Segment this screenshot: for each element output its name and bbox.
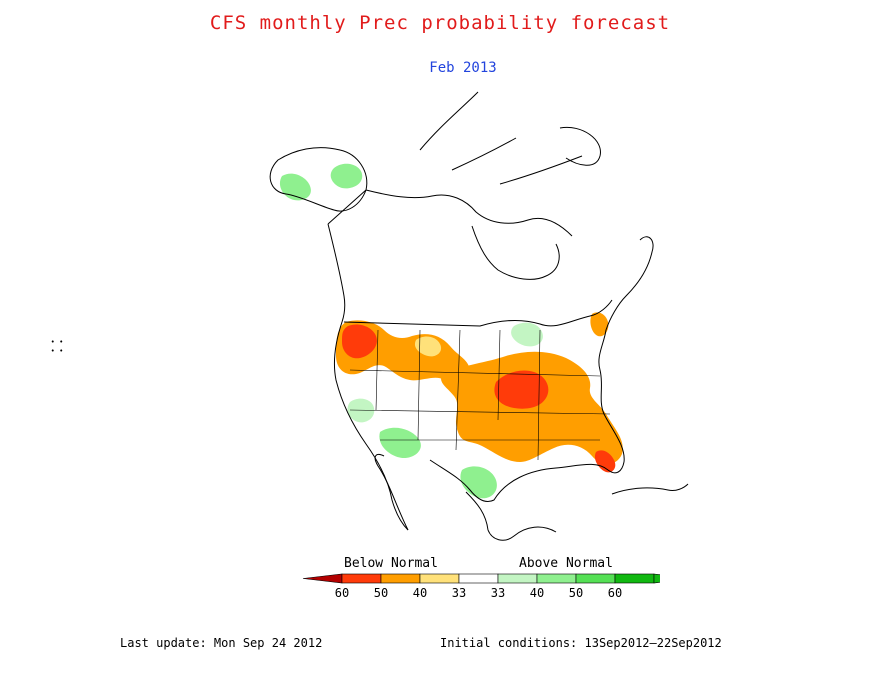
legend-arrow-left [302, 573, 343, 584]
above-normal-region-texas [460, 466, 497, 499]
legend-tick-label: 40 [530, 586, 544, 600]
mexico-outline [374, 453, 557, 541]
state-lines [349, 329, 611, 461]
legend-swatch [536, 573, 577, 584]
legend-swatch [419, 573, 460, 584]
alaska-canada-border [327, 189, 367, 225]
side-marker: • • • • [50, 338, 64, 355]
us-canada-border [343, 299, 613, 327]
above-normal-region-alaska-1 [279, 173, 311, 201]
initial-conditions-text: Initial conditions: 13Sep2012—22Sep2012 [440, 636, 722, 650]
probability-legend: 60 50 40 33 33 40 50 60 [302, 573, 660, 600]
legend-swatch [497, 573, 538, 584]
legend-swatch [341, 573, 382, 584]
legend-tick-label: 33 [491, 586, 505, 600]
coastline-outlines [269, 91, 689, 541]
legend-tick-label: 40 [413, 586, 427, 600]
below-normal-region-southeast-strong [594, 450, 616, 473]
above-normal-label: Above Normal [519, 556, 613, 571]
below-normal-region-central [441, 351, 623, 464]
legend-swatch [458, 573, 499, 584]
below-normal-region-northern-plains [414, 336, 442, 357]
below-normal-label: Below Normal [344, 556, 438, 571]
last-update-text: Last update: Mon Sep 24 2012 [120, 636, 323, 650]
west-coast-outline [333, 321, 409, 531]
legend-tick-label: 60 [608, 586, 622, 600]
legend-tick-label: 50 [374, 586, 388, 600]
greenland-outline [559, 126, 601, 166]
below-normal-region-northeast [590, 312, 609, 337]
above-normal-region-great-lakes [511, 322, 543, 347]
below-normal-region-pacific-nw-strong [342, 324, 377, 359]
above-normal-region-california [347, 398, 375, 423]
legend-swatch [614, 573, 655, 584]
legend-tick-label: 50 [569, 586, 583, 600]
hudson-bay-outline [471, 225, 560, 280]
cuba-outline [611, 483, 689, 495]
legend-arrow-right [653, 573, 660, 584]
forecast-month: Feb 2013 [429, 60, 497, 76]
chart-title: CFS monthly Prec probability forecast [209, 12, 671, 34]
below-normal-region-ohio-valley [494, 370, 549, 409]
arctic-islands-outline [419, 91, 583, 185]
arctic-coast-outline [365, 189, 573, 237]
canada-west-coast-outline [327, 223, 346, 323]
gulf-coast-outline [429, 459, 625, 503]
below-normal-shading [336, 312, 623, 473]
above-normal-region-southwest [379, 427, 421, 458]
legend-tick-label: 60 [335, 586, 349, 600]
legend-tick-label: 33 [452, 586, 466, 600]
above-normal-shading [279, 163, 543, 499]
above-normal-region-alaska-2 [330, 163, 363, 189]
legend-swatch [380, 573, 421, 584]
alaska-outline [269, 147, 368, 212]
legend-swatch [575, 573, 616, 584]
